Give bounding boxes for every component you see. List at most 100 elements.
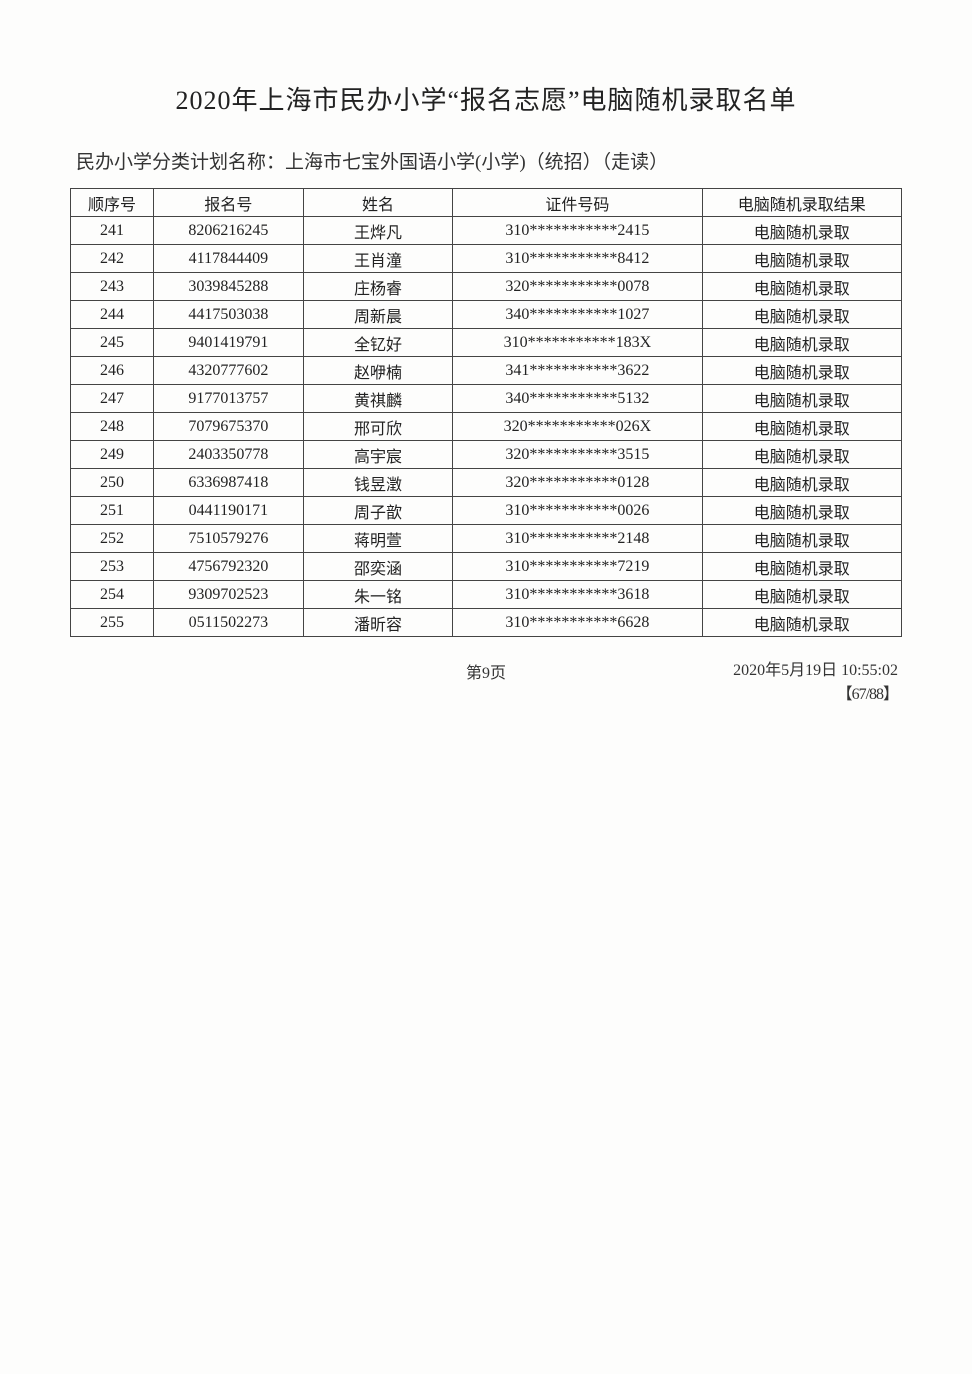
table-cell: 320***********3515 [453,441,702,469]
table-row: 2459401419791全钇好310***********183X电脑随机录取 [71,329,902,357]
table-cell: 朱一铭 [303,581,453,609]
table-cell: 320***********0078 [453,273,702,301]
table-cell: 310***********183X [453,329,702,357]
table-cell: 4417503038 [154,301,304,329]
table-cell: 3039845288 [154,273,304,301]
footer-right: 2020年5月19日 10:55:02 【67/88】 [623,659,898,707]
table-cell: 电脑随机录取 [702,525,901,553]
table-cell: 320***********026X [453,413,702,441]
table-cell: 310***********3618 [453,581,702,609]
table-cell: 王烨凡 [303,217,453,245]
table-cell: 全钇好 [303,329,453,357]
table-cell: 周新晨 [303,301,453,329]
col-header-result: 电脑随机录取结果 [702,189,901,217]
table-cell: 246 [71,357,154,385]
footer-left [74,659,349,707]
table-cell: 247 [71,385,154,413]
table-cell: 电脑随机录取 [702,385,901,413]
table-cell: 320***********0128 [453,469,702,497]
table-row: 2550511502273潘昕容310***********6628电脑随机录取 [71,609,902,637]
table-cell: 4756792320 [154,553,304,581]
table-cell: 9177013757 [154,385,304,413]
document-title: 2020年上海市民办小学“报名志愿”电脑随机录取名单 [70,80,902,117]
table-cell: 252 [71,525,154,553]
table-cell: 310***********6628 [453,609,702,637]
table-cell: 253 [71,553,154,581]
subtitle-value: 上海市七宝外国语小学(小学)（统招）（走读） [285,152,668,173]
table-cell: 241 [71,217,154,245]
table-cell: 电脑随机录取 [702,217,901,245]
table-cell: 周子歆 [303,497,453,525]
table-cell: 电脑随机录取 [702,273,901,301]
table-row: 2510441190171周子歆310***********0026电脑随机录取 [71,497,902,525]
table-cell: 242 [71,245,154,273]
table-cell: 255 [71,609,154,637]
table-row: 2487079675370邢可欣320***********026X电脑随机录取 [71,413,902,441]
col-header-name: 姓名 [303,189,453,217]
table-row: 2464320777602赵咿楠341***********3622电脑随机录取 [71,357,902,385]
table-header: 顺序号 报名号 姓名 证件号码 电脑随机录取结果 [71,189,902,217]
table-cell: 251 [71,497,154,525]
table-cell: 341***********3622 [453,357,702,385]
table-row: 2479177013757黄祺麟340***********5132电脑随机录取 [71,385,902,413]
table-row: 2444417503038周新晨340***********1027电脑随机录取 [71,301,902,329]
table-cell: 243 [71,273,154,301]
table-cell: 7079675370 [154,413,304,441]
table-cell: 庄杨睿 [303,273,453,301]
table-cell: 电脑随机录取 [702,245,901,273]
table-cell: 邢可欣 [303,413,453,441]
table-cell: 8206216245 [154,217,304,245]
table-row: 2506336987418钱昱澂320***********0128电脑随机录取 [71,469,902,497]
table-cell: 电脑随机录取 [702,357,901,385]
table-cell: 340***********5132 [453,385,702,413]
table-cell: 电脑随机录取 [702,413,901,441]
enrollment-table: 顺序号 报名号 姓名 证件号码 电脑随机录取结果 2418206216245王烨… [70,188,902,637]
table-cell: 310***********0026 [453,497,702,525]
table-cell: 9309702523 [154,581,304,609]
table-cell: 蒋明萱 [303,525,453,553]
table-row: 2418206216245王烨凡310***********2415电脑随机录取 [71,217,902,245]
table-cell: 钱昱澂 [303,469,453,497]
table-cell: 电脑随机录取 [702,581,901,609]
table-row: 2424117844409王肖潼310***********8412电脑随机录取 [71,245,902,273]
table-cell: 王肖潼 [303,245,453,273]
table-cell: 7510579276 [154,525,304,553]
table-body: 2418206216245王烨凡310***********2415电脑随机录取… [71,217,902,637]
subtitle-label: 民办小学分类计划名称： [76,152,285,173]
table-cell: 0441190171 [154,497,304,525]
col-header-seq: 顺序号 [71,189,154,217]
table-row: 2527510579276蒋明萱310***********2148电脑随机录取 [71,525,902,553]
timestamp: 2020年5月19日 10:55:02 [623,659,898,683]
page-bracket: 【67/88】 [623,683,898,707]
table-cell: 310***********8412 [453,245,702,273]
table-cell: 0511502273 [154,609,304,637]
table-cell: 254 [71,581,154,609]
table-cell: 电脑随机录取 [702,441,901,469]
table-cell: 电脑随机录取 [702,609,901,637]
table-cell: 248 [71,413,154,441]
table-cell: 赵咿楠 [303,357,453,385]
table-cell: 340***********1027 [453,301,702,329]
table-row: 2549309702523朱一铭310***********3618电脑随机录取 [71,581,902,609]
table-cell: 黄祺麟 [303,385,453,413]
table-cell: 电脑随机录取 [702,329,901,357]
table-cell: 4320777602 [154,357,304,385]
table-header-row: 顺序号 报名号 姓名 证件号码 电脑随机录取结果 [71,189,902,217]
table-cell: 250 [71,469,154,497]
table-cell: 245 [71,329,154,357]
table-cell: 6336987418 [154,469,304,497]
table-cell: 244 [71,301,154,329]
table-cell: 高宇宸 [303,441,453,469]
table-cell: 310***********2148 [453,525,702,553]
table-cell: 电脑随机录取 [702,301,901,329]
table-cell: 邵奕涵 [303,553,453,581]
table-row: 2534756792320邵奕涵310***********7219电脑随机录取 [71,553,902,581]
col-header-reg: 报名号 [154,189,304,217]
col-header-id: 证件号码 [453,189,702,217]
table-cell: 电脑随机录取 [702,553,901,581]
table-cell: 潘昕容 [303,609,453,637]
table-cell: 310***********7219 [453,553,702,581]
table-cell: 310***********2415 [453,217,702,245]
table-row: 2492403350778高宇宸320***********3515电脑随机录取 [71,441,902,469]
table-cell: 9401419791 [154,329,304,357]
